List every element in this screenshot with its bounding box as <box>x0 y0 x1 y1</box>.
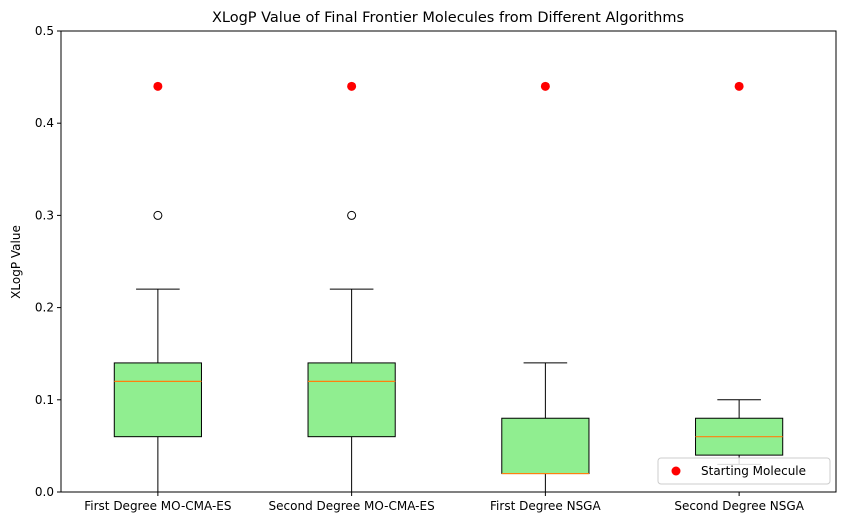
legend-marker-starting-molecule <box>671 466 681 476</box>
box-group <box>307 81 396 493</box>
starting-molecule-point <box>153 81 163 91</box>
starting-molecule-point <box>734 81 744 91</box>
starting-molecule-point <box>540 81 550 91</box>
y-axis-ticks: 0.0 0.1 0.2 0.3 0.4 0.5 <box>35 24 61 499</box>
outlier-point <box>347 210 357 220</box>
legend-label-starting-molecule: Starting Molecule <box>701 464 806 478</box>
x-tick-label: Second Degree MO-CMA-ES <box>269 499 435 513</box>
box-group <box>501 81 590 493</box>
legend-box <box>657 457 831 485</box>
outlier-point <box>153 210 163 220</box>
x-tick-label: First Degree NSGA <box>490 499 601 513</box>
y-tick-label: 0.4 <box>35 116 54 130</box>
y-tick-label: 0.2 <box>35 301 54 315</box>
chart-title: XLogP Value of Final Frontier Molecules … <box>212 10 684 26</box>
plot-frame <box>60 30 837 493</box>
legend: Starting Molecule <box>657 457 831 485</box>
box-iqr <box>113 362 202 438</box>
box-iqr <box>307 362 396 438</box>
starting-molecule-point <box>347 81 357 91</box>
y-tick-label: 0.5 <box>35 24 54 38</box>
x-axis-ticks: First Degree MO-CMA-ES Second Degree MO-C… <box>84 492 805 513</box>
x-tick-label: First Degree MO-CMA-ES <box>84 499 231 513</box>
y-tick-label: 0.3 <box>35 208 54 222</box>
y-tick-label: 0.0 <box>35 485 54 499</box>
box-iqr <box>501 417 590 475</box>
x-tick-label: Second Degree NSGA <box>674 499 804 513</box>
box-group <box>113 81 202 493</box>
boxes-layer <box>113 81 784 493</box>
y-axis-title: XLogP Value <box>9 225 23 299</box>
box-group <box>695 81 784 465</box>
y-tick-label: 0.1 <box>35 393 54 407</box>
